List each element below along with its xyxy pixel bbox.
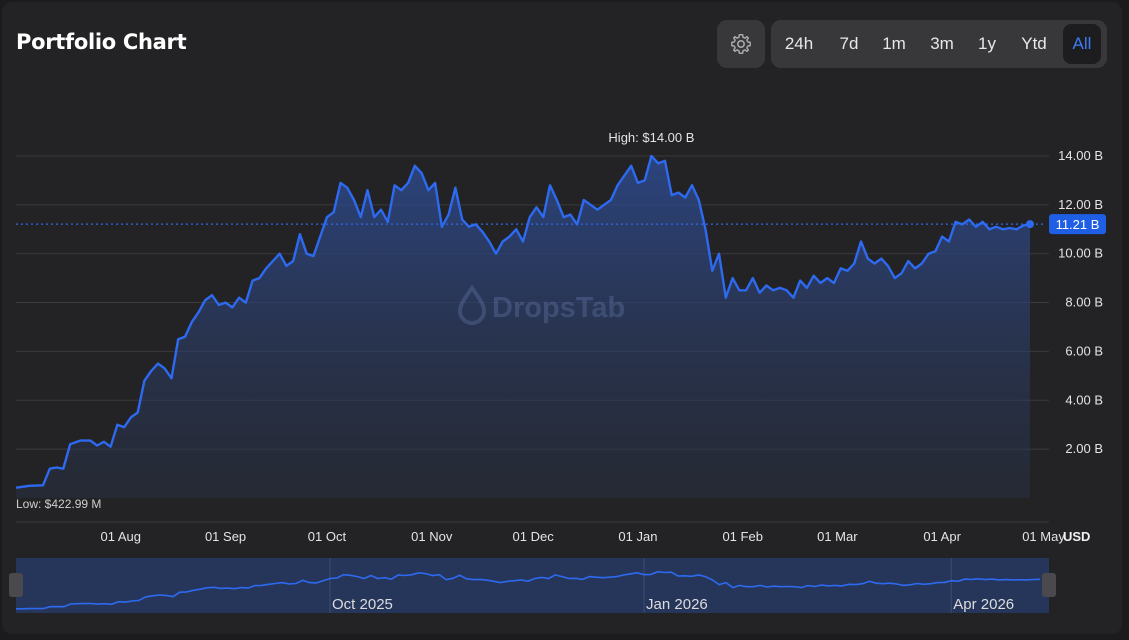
range-all-button[interactable]: All (1063, 24, 1101, 64)
settings-button[interactable] (717, 20, 765, 68)
y-tick-label: 2.00 B (1065, 441, 1103, 456)
range-24h-button[interactable]: 24h (784, 34, 814, 53)
low-label: Low: $422.99 M (16, 497, 101, 511)
x-tick-label: 01 Mar (817, 529, 858, 544)
y-tick-label: 10.00 B (1058, 246, 1103, 261)
range-ytd-button[interactable]: Ytd (1021, 34, 1047, 53)
series-line (15, 154, 1031, 489)
y-tick-label: 8.00 B (1065, 295, 1103, 310)
x-tick-label: 01 Feb (722, 529, 762, 544)
current-value-badge: 11.21 B (1049, 214, 1106, 235)
x-tick-label: 01 May (1022, 529, 1065, 544)
x-tick-label: 01 Sep (205, 529, 246, 544)
current-value-label: 11.21 B (1056, 217, 1100, 232)
y-tick-label: 12.00 B (1058, 197, 1103, 212)
high-label: High: $14.00 B (608, 130, 694, 145)
currency-label: USD (1063, 529, 1090, 544)
watermark: DropsTab (457, 284, 625, 325)
x-tick-label: 01 Aug (101, 529, 142, 544)
range-1y-button[interactable]: 1y (978, 34, 996, 53)
x-tick-label: 01 Apr (923, 529, 961, 544)
time-range-selector: 24h 7d 1m 3m 1y Ytd All (771, 20, 1107, 68)
x-tick-label: 01 Dec (513, 529, 555, 544)
navigator-right-handle[interactable] (1042, 573, 1056, 597)
navigator-left-handle[interactable] (9, 573, 23, 597)
x-tick-label: 01 Oct (308, 529, 347, 544)
navigator-label: Apr 2026 (953, 596, 1014, 613)
watermark-text: DropsTab (492, 292, 625, 324)
range-7d-button[interactable]: 7d (839, 34, 859, 53)
range-3m-button[interactable]: 3m (930, 34, 954, 53)
droplet-icon (457, 284, 487, 325)
gear-icon (731, 34, 751, 54)
navigator-line (15, 570, 1041, 610)
x-tick-label: 01 Jan (618, 529, 657, 544)
range-navigator[interactable]: Oct 2025 Jan 2026 Apr 2026 (9, 558, 1056, 613)
navigator-window[interactable] (16, 558, 1049, 613)
y-tick-label: 4.00 B (1065, 392, 1103, 407)
area-fill (16, 156, 1030, 498)
range-1m-button[interactable]: 1m (882, 34, 906, 53)
y-axis: 2.00 B 4.00 B 6.00 B 8.00 B 10.00 B 12.00 B 14… (1058, 148, 1103, 456)
y-tick-label: 6.00 B (1065, 343, 1103, 358)
page-title: Portfolio Chart (16, 30, 187, 54)
navigator-label: Oct 2025 (332, 596, 393, 613)
x-tick-label: 01 Nov (411, 529, 453, 544)
current-value-dot (1026, 220, 1034, 229)
y-tick-label: 14.00 B (1058, 148, 1103, 163)
x-axis: 01 Aug 01 Sep 01 Oct 01 Nov 01 Dec 01 Jan 01 F… (101, 529, 1066, 544)
navigator-label: Jan 2026 (646, 596, 708, 613)
